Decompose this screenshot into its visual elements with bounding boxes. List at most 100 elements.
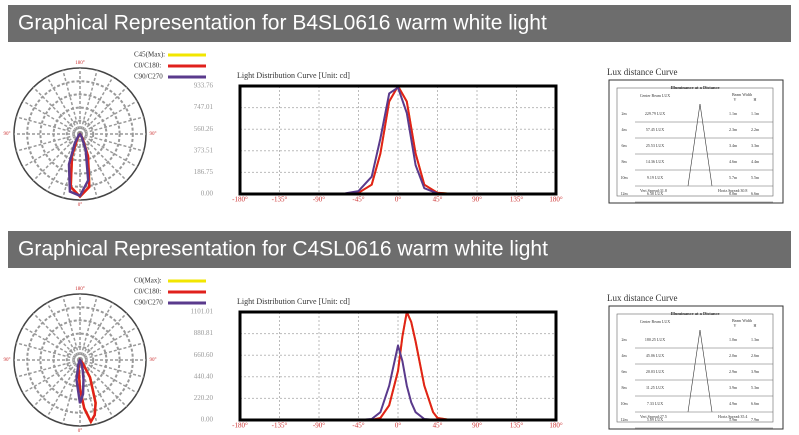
lux-cell: 4.4m <box>751 159 760 164</box>
lux-cell: 5.7m <box>729 175 738 180</box>
lux-beam <box>699 329 713 413</box>
lux-cell: 229.79 LUX <box>645 111 665 116</box>
lux-col: Beam Width <box>732 318 752 323</box>
lux-cell: 1.1m <box>751 111 760 116</box>
polar-spoke <box>79 133 128 182</box>
y-tick-label: 660.60 <box>194 351 214 359</box>
lux-frame <box>608 305 784 430</box>
lux-cell: 6m <box>621 369 627 374</box>
lux-cell: 7.33 LUX <box>647 401 663 406</box>
lux-col: V <box>734 323 737 328</box>
y-tick-label: 186.75 <box>194 168 214 176</box>
polar-label: 90° <box>4 358 11 363</box>
polar-spoke <box>79 100 138 135</box>
lux-cell: 20.03 LUX <box>646 369 664 374</box>
polar-spoke <box>62 296 81 361</box>
y-tick-label: 0.00 <box>201 416 214 424</box>
plot-frame <box>238 84 558 196</box>
polar-spoke <box>22 326 81 361</box>
polar-spoke <box>79 312 128 361</box>
lux-title: Lux distance Curve <box>607 293 677 303</box>
lux-horiz: Horiz.Spread:30.8 <box>718 188 747 193</box>
x-tick-label: 90° <box>472 422 482 430</box>
x-tick-label: 45° <box>433 196 443 204</box>
lux-cell: 180.25 LUX <box>645 337 665 342</box>
polar-spoke <box>16 359 81 378</box>
legend-label: C0/C180: <box>134 62 161 70</box>
lux-cell: 9.19 LUX <box>647 175 663 180</box>
header-bar <box>8 231 791 268</box>
chart-title: Light Distribution Curve [Unit: cd] <box>237 71 350 80</box>
plot-frame <box>238 310 558 422</box>
lux-cell: 3.9m <box>729 385 738 390</box>
lux-cell: 10m <box>620 401 628 406</box>
lux-cell: 12m <box>620 417 628 422</box>
lux-col: Beam Width <box>732 92 752 97</box>
polar-spoke <box>16 342 81 361</box>
polar-spoke <box>32 86 81 135</box>
lux-cell: 4.9m <box>729 401 738 406</box>
lux-cell: 6.38 LUX <box>647 191 663 196</box>
header-title: Graphical Representation for C4SL0616 wa… <box>18 238 548 261</box>
legend-label: C0/C180: <box>134 288 161 296</box>
polar-spoke <box>46 359 81 418</box>
lux-beam <box>699 103 713 187</box>
lux-horiz: Horiz.Spread:35.4 <box>718 414 747 419</box>
polar-label: 180° <box>75 61 85 66</box>
chart-title: Light Distribution Curve [Unit: cd] <box>237 297 350 306</box>
polar-spoke <box>79 359 138 394</box>
x-tick-label: 180° <box>549 196 563 204</box>
lux-vert: Vert.Spread:31.8 <box>640 188 667 193</box>
legend-label: C90/C270 <box>134 73 163 81</box>
x-tick-label: -45° <box>352 422 364 430</box>
lux-title: Lux distance Curve <box>607 67 677 77</box>
lux-cell: 4m <box>621 353 627 358</box>
polar-spoke <box>79 133 144 152</box>
polar-ring <box>65 119 95 149</box>
lux-cell: 6m <box>621 143 627 148</box>
polar-spoke <box>79 302 114 361</box>
lux-cell: 25.53 LUX <box>646 143 664 148</box>
legend-label: C45(Max): <box>134 51 165 59</box>
polar-spoke <box>79 359 144 378</box>
polar-label: 0° <box>78 429 83 434</box>
polar-spoke <box>79 326 138 361</box>
x-tick-label: 0° <box>395 196 402 204</box>
y-tick-label: 560.26 <box>194 125 214 133</box>
polar-spoke <box>79 70 98 135</box>
polar-spoke <box>79 133 114 192</box>
x-tick-label: 180° <box>549 422 563 430</box>
lux-cell: 2.0m <box>729 353 738 358</box>
polar-spoke <box>46 302 81 361</box>
polar-spoke <box>22 133 81 168</box>
legend-label: C90/C270 <box>134 299 163 307</box>
polar-spoke <box>32 312 81 361</box>
polar-label: 90° <box>150 132 157 137</box>
lux-cell: 5.3m <box>751 385 760 390</box>
polar-spoke <box>16 116 81 135</box>
polar-spoke <box>22 359 81 394</box>
lux-heading: Illuminance at a Distance <box>671 85 720 90</box>
polar-spoke <box>79 296 98 361</box>
lux-beam <box>687 329 701 413</box>
lux-cell: 14.36 LUX <box>646 159 664 164</box>
lux-cell: 2.9m <box>729 369 738 374</box>
polar-label: 0° <box>78 203 83 208</box>
lux-cell: 1.1m <box>729 111 738 116</box>
lux-cell: 6.6m <box>751 401 760 406</box>
lux-cell: 5.09 LUX <box>647 417 663 422</box>
polar-spoke <box>32 359 81 408</box>
lux-inner <box>616 313 774 423</box>
lux-cell: 7.9m <box>751 417 760 422</box>
lux-col: Center Beam LUX <box>640 93 670 98</box>
lux-cell: 6.8m <box>729 191 738 196</box>
header-title: Graphical Representation for B4SL0616 wa… <box>18 12 547 35</box>
lux-cell: 11.25 LUX <box>646 385 664 390</box>
header-bar <box>8 5 791 42</box>
y-tick-label: 1101.01 <box>191 308 214 316</box>
polar-spoke <box>79 116 144 135</box>
polar-spoke <box>79 86 128 135</box>
polar-spoke <box>79 342 144 361</box>
